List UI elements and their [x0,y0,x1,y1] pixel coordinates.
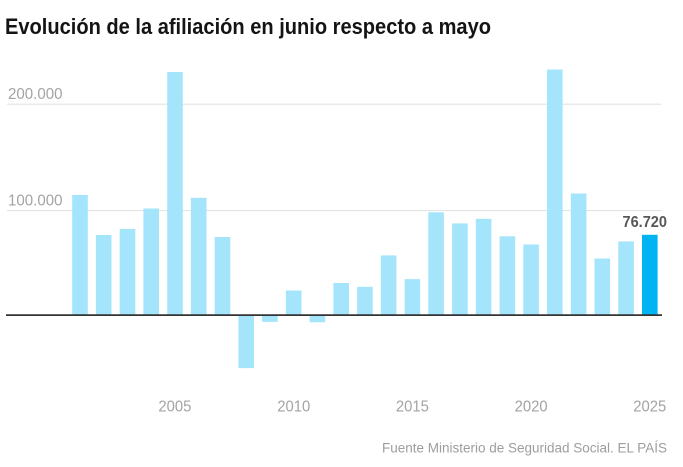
svg-text:100.000: 100.000 [8,193,63,210]
svg-text:76.720: 76.720 [623,214,668,231]
svg-text:2015: 2015 [396,399,429,416]
svg-text:200.000: 200.000 [8,86,63,103]
svg-text:2025: 2025 [633,399,666,416]
svg-text:2020: 2020 [515,399,548,416]
svg-text:2010: 2010 [277,399,310,416]
svg-text:Evolución de la afiliación en: Evolución de la afiliación en junio resp… [5,14,491,39]
svg-text:2005: 2005 [158,399,191,416]
svg-text:Fuente Ministerio de Seguridad: Fuente Ministerio de Seguridad Social. E… [382,440,667,455]
